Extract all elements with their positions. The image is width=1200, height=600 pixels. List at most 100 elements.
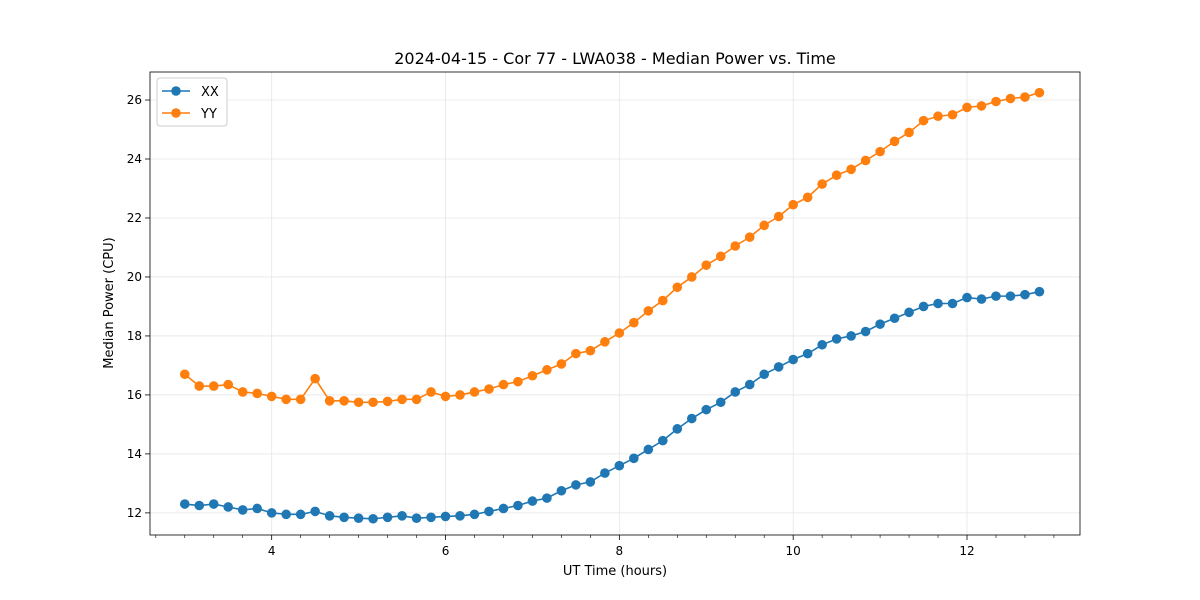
- data-point-xx: [744, 379, 755, 390]
- data-point-xx: [179, 499, 190, 509]
- data-point-yy: [802, 192, 813, 203]
- data-point-xx: [513, 500, 523, 511]
- data-point-xx: [353, 513, 364, 523]
- y-tick-label: 24: [127, 152, 142, 166]
- data-point-xx: [672, 424, 683, 434]
- data-point-yy: [686, 272, 697, 282]
- data-point-yy: [744, 232, 755, 242]
- data-point-xx: [802, 348, 813, 359]
- series-yy: [179, 87, 1045, 408]
- data-point-xx: [339, 512, 349, 523]
- data-point-xx: [643, 444, 654, 455]
- data-point-xx: [295, 509, 306, 520]
- data-point-yy: [947, 109, 958, 120]
- data-point-yy: [629, 317, 639, 328]
- data-point-xx: [281, 509, 291, 520]
- series-group: [179, 87, 1045, 524]
- data-point-xx: [889, 313, 900, 324]
- grid: [150, 72, 1080, 535]
- data-point-xx: [701, 404, 712, 415]
- data-point-yy: [1034, 87, 1045, 98]
- data-point-yy: [918, 115, 929, 126]
- data-point-yy: [353, 397, 364, 408]
- data-point-yy: [295, 394, 306, 405]
- x-tick-label: 12: [959, 544, 974, 558]
- data-point-xx: [571, 480, 581, 490]
- data-point-xx: [455, 511, 465, 521]
- data-point-yy: [875, 146, 885, 157]
- data-point-yy: [701, 260, 712, 270]
- data-point-xx: [860, 326, 871, 337]
- series-xx: [179, 286, 1045, 524]
- data-point-xx: [788, 354, 798, 365]
- legend-marker-xx: [171, 86, 181, 96]
- data-point-yy: [962, 102, 972, 113]
- x-tick-label: 6: [442, 544, 450, 558]
- data-point-yy: [223, 379, 234, 390]
- y-tick-label: 26: [127, 93, 142, 107]
- data-point-yy: [672, 282, 683, 293]
- y-tick-label: 12: [127, 506, 142, 520]
- data-point-yy: [281, 394, 291, 405]
- data-point-xx: [933, 298, 943, 309]
- axes: 4 6 8 10 12 12 14 16 18 20 22 24 26: [127, 71, 1081, 558]
- data-point-xx: [918, 301, 929, 312]
- data-point-xx: [556, 485, 567, 496]
- data-point-xx: [368, 513, 378, 524]
- x-tick-label: 10: [786, 544, 801, 558]
- data-point-yy: [730, 241, 741, 251]
- data-point-xx: [962, 292, 972, 303]
- data-point-yy: [715, 251, 726, 262]
- data-point-xx: [252, 503, 262, 514]
- data-point-xx: [397, 511, 407, 521]
- data-point-xx: [1005, 291, 1016, 301]
- data-point-yy: [397, 394, 407, 405]
- data-point-xx: [629, 453, 639, 464]
- data-point-yy: [339, 396, 349, 406]
- data-point-yy: [759, 220, 770, 231]
- data-point-yy: [846, 164, 856, 175]
- data-point-xx: [382, 512, 393, 523]
- data-point-yy: [788, 199, 798, 210]
- data-point-yy: [817, 179, 827, 189]
- data-point-xx: [469, 509, 480, 520]
- data-point-xx: [991, 291, 1001, 301]
- data-point-xx: [498, 503, 509, 514]
- data-point-yy: [310, 373, 320, 384]
- data-point-yy: [600, 337, 610, 347]
- data-point-yy: [542, 365, 552, 375]
- data-point-yy: [498, 379, 509, 390]
- data-point-xx: [875, 319, 885, 329]
- data-point-yy: [527, 370, 538, 381]
- plot-frame: [149, 71, 1081, 536]
- data-point-xx: [585, 477, 596, 487]
- data-point-yy: [933, 111, 943, 122]
- data-point-xx: [730, 387, 741, 397]
- y-tick-label: 14: [127, 447, 142, 461]
- data-point-yy: [252, 388, 262, 399]
- x-tick-label: 4: [268, 544, 276, 558]
- y-tick-label: 16: [127, 388, 142, 402]
- data-point-yy: [571, 348, 581, 359]
- data-point-yy: [194, 381, 205, 391]
- data-point-yy: [440, 391, 451, 402]
- data-point-xx: [310, 506, 320, 517]
- data-point-xx: [324, 511, 335, 521]
- data-point-xx: [411, 513, 422, 523]
- data-point-yy: [411, 394, 422, 405]
- data-point-xx: [846, 331, 856, 341]
- data-point-yy: [991, 96, 1001, 107]
- data-point-xx: [947, 298, 958, 309]
- data-point-yy: [266, 391, 277, 402]
- data-point-xx: [237, 505, 248, 515]
- data-point-yy: [658, 295, 668, 306]
- data-point-xx: [208, 499, 219, 509]
- data-point-yy: [860, 155, 871, 166]
- legend-label-xx: XX: [201, 85, 219, 100]
- data-point-xx: [759, 369, 770, 380]
- data-point-xx: [904, 307, 914, 318]
- data-point-yy: [484, 384, 494, 394]
- data-point-yy: [585, 345, 596, 356]
- data-point-xx: [426, 512, 436, 523]
